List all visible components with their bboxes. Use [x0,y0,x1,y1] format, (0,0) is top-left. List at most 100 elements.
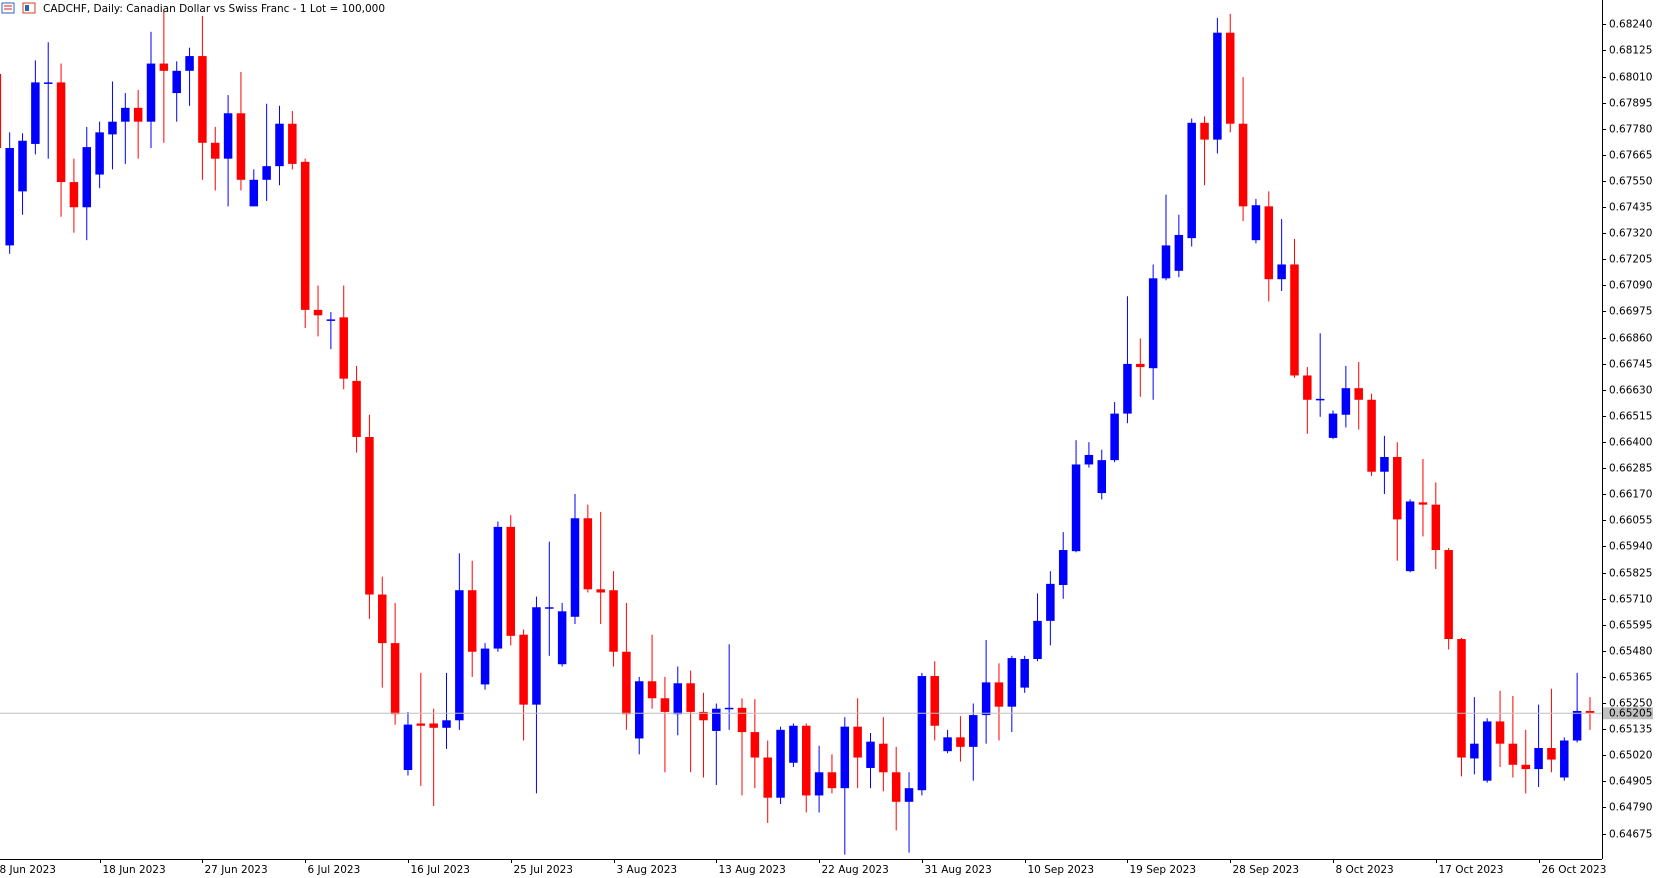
candle-body [981,682,991,716]
y-tick-label: 0.66285 [1609,463,1652,475]
y-tick-label: 0.67780 [1609,124,1652,136]
candle-body [634,681,644,739]
candle-body [236,113,246,180]
y-tick-label: 0.66055 [1609,515,1652,527]
candle-body [1097,460,1107,494]
candle-body [1161,245,1171,279]
y-tick-label: 0.65825 [1609,568,1652,580]
candle-body [737,707,747,733]
candle-body [313,309,323,316]
x-tick-label: 13 Aug 2023 [719,864,786,876]
plot-area [0,10,1602,855]
candle-body [570,518,580,617]
candle-body [609,590,618,652]
candle-body [249,179,259,207]
y-tick-label: 0.67435 [1609,202,1652,214]
candle-body [159,63,169,71]
y-tick-label: 0.65940 [1609,541,1652,553]
candle-body [210,142,220,159]
x-tick-label: 28 Sep 2023 [1233,864,1300,876]
candle-body [532,607,541,705]
candle-body [1354,388,1363,400]
y-tick-label: 0.64790 [1609,802,1652,814]
y-tick-label: 0.65595 [1609,620,1652,632]
candle-body [467,590,477,652]
candle-body [1200,122,1209,140]
candle-body [1431,504,1441,551]
candle-body [1213,32,1222,140]
candle-body [583,518,593,590]
candle-body [416,723,426,726]
candle-body [223,113,233,159]
candle-body [1058,550,1068,586]
candle-body [1187,122,1196,239]
candle-body [1020,659,1029,688]
y-tick-label: 0.66170 [1609,489,1652,501]
candle-body [917,676,927,791]
candle-body [1315,398,1325,401]
candle-body [1572,710,1582,741]
y-tick-label: 0.68240 [1609,19,1652,31]
y-tick-label: 0.64675 [1609,829,1652,841]
candle-body [95,132,104,175]
candle-body [1521,764,1530,770]
candle-body [827,772,837,789]
candle-body [43,82,53,84]
icon [1,2,15,14]
candle-body [1328,413,1338,438]
candle-body [994,682,1004,707]
y-tick-label: 0.65020 [1609,750,1652,762]
candle-body [1303,375,1312,400]
candle-body [969,715,978,747]
candle-body [699,711,708,721]
candle-body [545,607,554,609]
y-tick-label: 0.66975 [1609,306,1652,318]
candle-body [1174,234,1184,271]
x-tick-label: 3 Aug 2023 [617,864,678,876]
candle-body [776,729,785,798]
candle-body [1238,123,1248,207]
candle-body [866,741,875,768]
y-tick-label: 0.67090 [1609,280,1652,292]
candle-body [750,732,760,758]
candle-body [712,708,721,731]
candle-body [1110,413,1119,461]
candle-body [1071,464,1081,552]
candle-body [365,436,374,595]
candle-body [288,123,297,164]
candle-body [1290,264,1299,376]
x-tick-label: 25 Jul 2023 [514,864,573,876]
y-tick-label: 0.64905 [1609,776,1652,788]
candle-body [1277,264,1286,280]
y-tick-label: 0.67550 [1609,176,1652,188]
candle-body [814,772,824,796]
candle-body [519,634,528,705]
x-tick-label: 31 Aug 2023 [925,864,992,876]
candle-body [1457,639,1466,758]
x-tick-label: 26 Oct 2023 [1542,864,1607,876]
candle-body [1264,206,1274,280]
candle-body [1508,743,1518,765]
candle-body [763,757,772,798]
candle-body [1084,454,1094,465]
candle-body [1585,710,1595,714]
candle-body [1495,721,1505,744]
candle-body [1393,456,1402,520]
candle-body [904,788,914,802]
candle-body [891,772,901,802]
candle-body [1380,456,1389,472]
candle-body [108,121,117,135]
candle-body [1123,363,1132,414]
candle-body [1547,747,1556,760]
candle-body [339,317,348,379]
candle-body [493,526,503,649]
candle-body [69,182,79,208]
candle-body [1225,32,1235,124]
candle-body [647,681,657,699]
candle-body [82,147,92,208]
current-price-box [1603,707,1653,720]
candle-body [56,82,66,183]
candle-body [378,594,387,644]
candle-body [1148,278,1158,369]
